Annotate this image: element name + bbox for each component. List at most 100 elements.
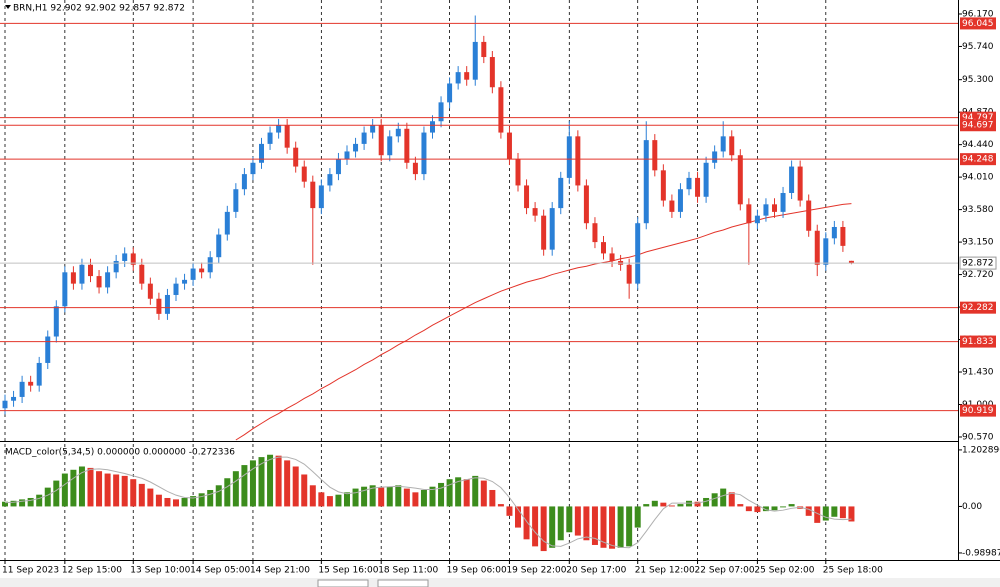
macd-bar bbox=[557, 506, 564, 541]
macd-bar bbox=[249, 460, 256, 507]
y-tick-label: 92.720 bbox=[962, 270, 994, 280]
candle-body bbox=[301, 166, 307, 182]
candle-body bbox=[378, 125, 384, 156]
candle-body bbox=[45, 336, 51, 363]
macd-bar bbox=[344, 492, 350, 507]
candle-body bbox=[233, 189, 239, 212]
macd-bar bbox=[87, 467, 94, 507]
candle-body bbox=[695, 177, 701, 197]
candle-body bbox=[250, 162, 256, 175]
candle-body bbox=[79, 264, 85, 284]
macd-bar bbox=[574, 506, 581, 536]
macd-bar bbox=[472, 475, 479, 507]
candle-body bbox=[532, 208, 538, 216]
candle-body bbox=[19, 381, 25, 397]
y-tick-label: 96.170 bbox=[962, 9, 994, 19]
candle-body bbox=[344, 151, 350, 160]
candle-body bbox=[541, 215, 547, 250]
candle-body bbox=[130, 253, 136, 265]
macd-bar bbox=[130, 479, 137, 507]
macd-bar bbox=[309, 485, 316, 507]
candle-body bbox=[506, 132, 512, 160]
tab[interactable] bbox=[317, 579, 369, 587]
macd-bar bbox=[489, 489, 496, 507]
macd-bar bbox=[53, 480, 60, 507]
candle-body bbox=[361, 132, 367, 144]
macd-bar bbox=[326, 496, 333, 507]
candle-body bbox=[447, 83, 453, 103]
candle-body bbox=[583, 185, 589, 224]
macd-bar bbox=[70, 469, 77, 507]
macd-bar bbox=[215, 485, 222, 507]
tab[interactable] bbox=[377, 579, 429, 587]
candle-body bbox=[353, 143, 359, 152]
macd-bar bbox=[318, 492, 325, 507]
x-tick-label: 19 Sep 22:00 bbox=[506, 566, 566, 576]
candle-body bbox=[669, 200, 675, 212]
macd-bar bbox=[361, 486, 368, 507]
macd-bar bbox=[591, 506, 598, 545]
macd-bar bbox=[839, 506, 846, 519]
macd-bar bbox=[831, 506, 838, 517]
macd-bar bbox=[438, 482, 445, 507]
level-label: 91.833 bbox=[962, 337, 994, 347]
candle-body bbox=[592, 223, 598, 243]
candle-body bbox=[652, 140, 658, 171]
y-tick-label: 0.00 bbox=[962, 502, 982, 512]
candle-body bbox=[626, 264, 632, 284]
macd-bar bbox=[61, 473, 68, 507]
candle-body bbox=[113, 260, 119, 273]
candle-body bbox=[190, 268, 196, 280]
macd-bar bbox=[737, 504, 744, 507]
candle-body bbox=[395, 128, 401, 137]
candle-body bbox=[318, 185, 324, 209]
macd-bar bbox=[660, 502, 667, 507]
macd-bar bbox=[403, 488, 410, 507]
y-tick-label: 91.430 bbox=[962, 368, 994, 378]
macd-bar bbox=[703, 497, 710, 507]
macd-bar bbox=[771, 506, 778, 511]
signal-line bbox=[4, 456, 852, 549]
menu-arrow[interactable] bbox=[5, 5, 11, 9]
candle-body bbox=[241, 174, 247, 190]
x-tick-label: 19 Sep 06:00 bbox=[447, 566, 507, 576]
macd-bar bbox=[566, 506, 573, 533]
macd-bar bbox=[780, 506, 787, 508]
macd-bar bbox=[446, 479, 453, 507]
macd-bar bbox=[814, 506, 821, 523]
candle-body bbox=[28, 381, 34, 386]
candle-body bbox=[797, 166, 803, 201]
candle-body bbox=[327, 174, 333, 186]
macd-bar bbox=[822, 506, 829, 521]
macd-bar bbox=[643, 504, 650, 507]
candle-body bbox=[335, 159, 341, 175]
macd-bar bbox=[523, 506, 530, 540]
x-tick-label: 20 Sep 17:00 bbox=[566, 566, 626, 576]
y-tick-label: 1.202896 bbox=[962, 445, 1000, 455]
y-tick-label: 95.740 bbox=[962, 42, 994, 52]
macd-bar bbox=[668, 505, 675, 507]
candle-body bbox=[421, 132, 427, 175]
macd-bar bbox=[463, 479, 470, 507]
y-tick-label: 93.580 bbox=[962, 205, 994, 215]
candle-body bbox=[814, 230, 820, 265]
candle-body bbox=[62, 272, 68, 307]
candle-body bbox=[284, 125, 290, 148]
candle-body bbox=[464, 72, 470, 80]
macd-bar bbox=[181, 497, 188, 507]
macd-bar bbox=[497, 504, 504, 507]
macd-bar bbox=[455, 477, 462, 507]
candle-body bbox=[412, 162, 418, 175]
macd-bar bbox=[198, 493, 205, 507]
macd-bar bbox=[207, 489, 214, 507]
current-price-label: 92.872 bbox=[962, 259, 994, 269]
level-label-bg bbox=[960, 153, 996, 166]
level-label-bg bbox=[960, 335, 996, 348]
macd-bar bbox=[728, 492, 735, 507]
candle-body bbox=[472, 41, 478, 80]
candle-body bbox=[549, 208, 555, 250]
candle-body bbox=[524, 185, 530, 209]
macd-bar bbox=[292, 466, 299, 507]
candle-body bbox=[763, 204, 769, 216]
candle-body bbox=[609, 253, 615, 261]
